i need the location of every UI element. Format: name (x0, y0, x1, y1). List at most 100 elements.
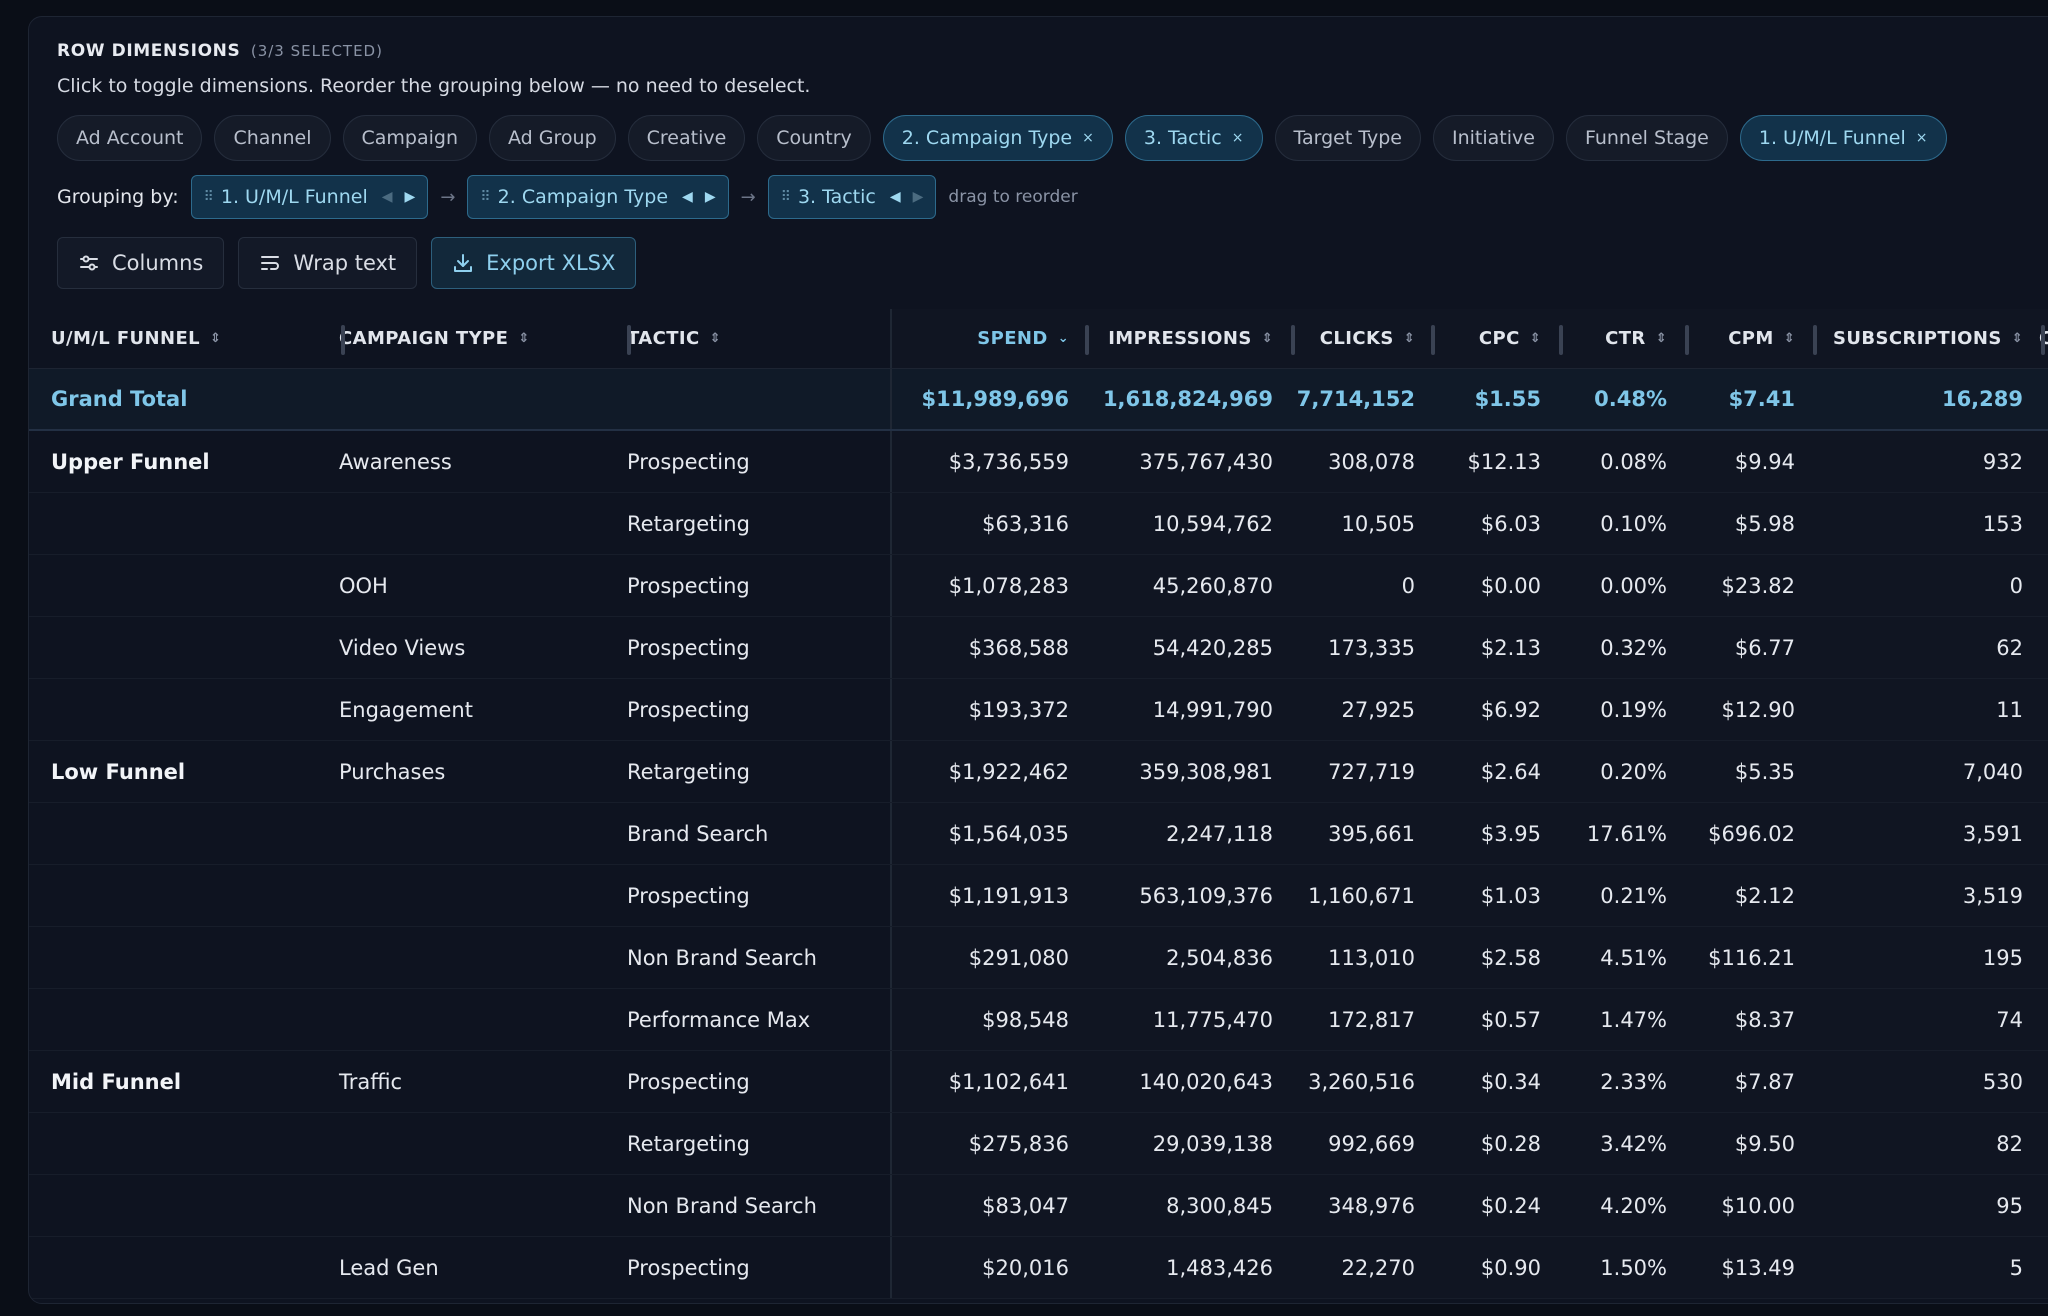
wrap-text-icon (261, 256, 280, 270)
column-header-subscriptions[interactable]: SUBSCRIPTIONS ⇕ (1813, 309, 2023, 368)
dimension-chip-ad-account[interactable]: Ad Account (57, 115, 203, 161)
table-row[interactable]: Retargeting $275,836 29,039,138 992,669 $0.2… (29, 1113, 2048, 1175)
cell-tactic: Non Brand Search (627, 945, 817, 970)
remove-dimension-icon[interactable]: × (1082, 130, 1094, 146)
dimension-chip-ad-group[interactable]: Ad Group (489, 115, 616, 161)
column-header-label: CPM (1728, 328, 1774, 349)
sort-icon[interactable]: ⇕ (1783, 331, 1795, 346)
move-right-icon[interactable]: ▶ (704, 189, 716, 205)
column-resize-handle[interactable] (2041, 325, 2045, 355)
sort-desc-icon[interactable]: ⌄ (1057, 331, 1069, 346)
cell-ctr: 1.50% (1600, 1255, 1667, 1280)
dimension-chip-2-campaign-type[interactable]: 2. Campaign Type × (882, 115, 1113, 161)
sort-icon[interactable]: ⇕ (1403, 331, 1415, 346)
dimension-chip-label: Campaign (361, 127, 459, 149)
dimension-chip-channel[interactable]: Channel (214, 115, 331, 161)
cell-subscriptions: 74 (1996, 1007, 2023, 1032)
sort-icon[interactable]: ⇕ (1529, 331, 1541, 346)
drag-handle-icon[interactable]: ⠿ (203, 189, 214, 205)
column-header-impressions[interactable]: IMPRESSIONS ⇕ (1089, 309, 1273, 368)
dimension-chip-1-u-m-l-funnel[interactable]: 1. U/M/L Funnel × (1739, 115, 1947, 161)
table-row[interactable]: Performance Max $98,548 11,775,470 172,817 $… (29, 989, 2048, 1051)
dimension-chip-campaign[interactable]: Campaign (342, 115, 478, 161)
dimension-chip-creative[interactable]: Creative (627, 115, 746, 161)
table-row[interactable]: Non Brand Search $291,080 2,504,836 113,010… (29, 927, 2048, 989)
grouping-chip-funnel[interactable]: ⠿ 1. U/M/L Funnel ◀ ▶ (190, 175, 429, 219)
column-header-ctr[interactable]: CTR ⇕ (1559, 309, 1667, 368)
column-header-cpm[interactable]: CPM ⇕ (1685, 309, 1795, 368)
remove-dimension-icon[interactable]: × (1231, 130, 1244, 146)
table-row[interactable]: Video Views Prospecting $368,588 54,420,285… (29, 617, 2048, 679)
move-left-icon[interactable]: ◀ (889, 189, 901, 205)
dimension-chip-funnel-stage[interactable]: Funnel Stage (1565, 115, 1728, 161)
table-row[interactable]: Low Funnel Purchases Retargeting $1,922,462… (29, 741, 2048, 803)
dimension-chip-country[interactable]: Country (757, 115, 871, 161)
sort-icon[interactable]: ⇕ (1655, 331, 1667, 346)
table-row[interactable]: Retargeting $63,316 10,594,762 10,505 $6.03 0… (29, 493, 2048, 555)
dimension-chip-label: Ad Group (508, 127, 597, 149)
dimension-chip-3-tactic[interactable]: 3. Tactic × (1124, 115, 1263, 161)
table-row[interactable]: Engagement Prospecting $193,372 14,991,790 2… (29, 679, 2048, 741)
frozen-column-divider (890, 617, 892, 678)
column-header-spend[interactable]: SPEND ⌄ (895, 309, 1069, 368)
column-resize-handle[interactable] (1685, 325, 1689, 355)
cell-cpc: $1.03 (1480, 883, 1541, 908)
column-header-u-m-l-funnel[interactable]: U/M/L FUNNEL ⇕ (51, 309, 321, 368)
frozen-column-divider (890, 1237, 892, 1298)
column-resize-handle[interactable] (341, 325, 345, 355)
cell-ctr: 0.00% (1600, 573, 1667, 598)
column-header-campaign-type[interactable]: CAMPAIGN TYPE ⇕ (339, 309, 609, 368)
sort-icon[interactable]: ⇕ (1261, 331, 1273, 346)
move-left-icon[interactable]: ◀ (682, 189, 693, 205)
frozen-column-divider (890, 369, 892, 429)
column-resize-handle[interactable] (1291, 325, 1295, 355)
column-header-cpc[interactable]: CPC ⇕ (1433, 309, 1541, 368)
drag-handle-icon[interactable]: ⠿ (480, 189, 490, 205)
dimension-chip-target-type[interactable]: Target Type (1274, 115, 1421, 161)
cell-ctr: 0.08% (1600, 449, 1667, 474)
move-left-icon[interactable]: ◀ (381, 189, 393, 205)
table-row[interactable]: Brand Search $1,564,035 2,247,118 395,661 $3… (29, 803, 2048, 865)
dimension-chip-label: Initiative (1451, 127, 1535, 149)
table-row[interactable]: Non Brand Search $83,047 8,300,845 348,976 $… (29, 1175, 2048, 1237)
cell-clicks: 308,078 (1328, 449, 1415, 474)
table-row[interactable]: Mid Funnel Traffic Prospecting $1,102,641 14… (29, 1051, 2048, 1113)
wrap-text-button[interactable]: Wrap text (238, 237, 418, 289)
dimension-chip-initiative[interactable]: Initiative (1432, 115, 1554, 161)
cell-type: Awareness (339, 449, 452, 474)
table-row[interactable]: Prospecting $1,191,913 563,109,376 1,160,67… (29, 865, 2048, 927)
sort-icon[interactable]: ⇕ (709, 331, 721, 346)
move-right-icon[interactable]: ▶ (912, 189, 924, 205)
column-resize-handle[interactable] (1813, 325, 1817, 355)
grouping-arrow-icon: → (440, 186, 456, 208)
export-xlsx-button[interactable]: Export XLSX (431, 237, 637, 289)
column-resize-handle[interactable] (1431, 325, 1435, 355)
drag-handle-icon[interactable]: ⠿ (780, 189, 791, 205)
cell-clicks: 10,505 (1341, 511, 1415, 536)
total-cpm: $7.41 (1728, 387, 1795, 411)
sort-icon[interactable]: ⇕ (2011, 331, 2023, 346)
grouping-chip-tactic[interactable]: ⠿ 3. Tactic ◀ ▶ (767, 175, 937, 219)
column-resize-handle[interactable] (1085, 325, 1089, 355)
table-row[interactable]: Upper Funnel Awareness Prospecting $3,736,5… (29, 431, 2048, 493)
sort-icon[interactable]: ⇕ (210, 331, 222, 346)
cell-clicks: 992,669 (1328, 1131, 1415, 1156)
move-right-icon[interactable]: ▶ (404, 189, 416, 205)
cell-type (339, 1175, 609, 1236)
table-row[interactable]: Lead Gen Prospecting $20,016 1,483,426 22,27… (29, 1237, 2048, 1299)
cell-ctr: 0.10% (1600, 511, 1667, 536)
sort-icon[interactable]: ⇕ (518, 331, 530, 346)
column-resize-handle[interactable] (1559, 325, 1563, 355)
grouping-chip-campaign-type[interactable]: ⠿ 2. Campaign Type ◀ ▶ (467, 175, 729, 219)
columns-button[interactable]: Columns (57, 237, 225, 289)
grouping-chip-label: 1. U/M/L Funnel (220, 186, 368, 208)
column-resize-handle[interactable] (627, 325, 631, 355)
drag-hint: drag to reorder (948, 187, 1078, 207)
grouping-arrow-icon: → (740, 186, 756, 208)
cell-tactic: Brand Search (627, 821, 769, 846)
cell-tactic: Prospecting (627, 1069, 750, 1094)
column-header-tactic[interactable]: TACTIC ⇕ (627, 309, 887, 368)
table-row[interactable]: OOH Prospecting $1,078,283 45,260,870 0 $0.00… (29, 555, 2048, 617)
remove-dimension-icon[interactable]: × (1915, 130, 1928, 146)
column-header-clicks[interactable]: CLICKS ⇕ (1291, 309, 1415, 368)
